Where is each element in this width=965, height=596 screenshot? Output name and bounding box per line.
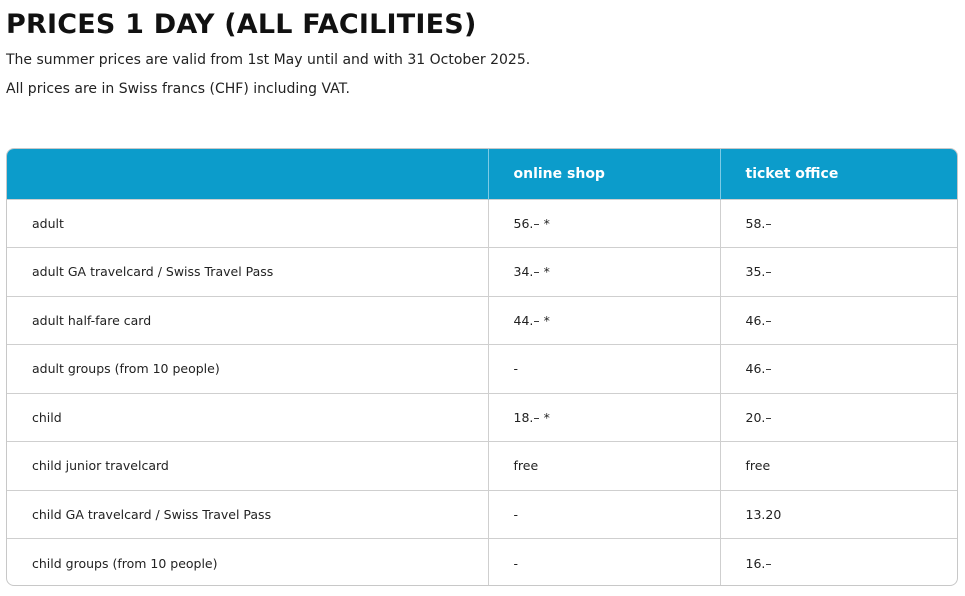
table-row: adult half-fare card 44.– * 46.– bbox=[7, 295, 957, 345]
online-price-cell: 18.– * bbox=[487, 392, 720, 442]
category-cell: child groups (from 10 people) bbox=[7, 538, 488, 585]
office-price-cell: 13.20 bbox=[719, 489, 957, 539]
office-price-cell: 20.– bbox=[719, 392, 957, 442]
online-price-cell: 44.– * bbox=[487, 295, 720, 345]
table-row: adult 56.– * 58.– bbox=[7, 198, 957, 248]
table-row: child 18.– * 20.– bbox=[7, 392, 957, 442]
page-title: PRICES 1 DAY (ALL FACILITIES) bbox=[6, 9, 477, 40]
office-price-cell: 58.– bbox=[719, 198, 957, 248]
online-price-cell: - bbox=[487, 489, 720, 539]
office-price-cell: 46.– bbox=[719, 344, 957, 393]
category-cell: child bbox=[7, 392, 488, 442]
table-row: child GA travelcard / Swiss Travel Pass … bbox=[7, 489, 957, 539]
category-cell: adult half-fare card bbox=[7, 295, 488, 345]
category-cell: adult bbox=[7, 198, 488, 248]
category-cell: child GA travelcard / Swiss Travel Pass bbox=[7, 489, 488, 539]
online-price-cell: 56.– * bbox=[487, 198, 720, 248]
category-cell: adult GA travelcard / Swiss Travel Pass bbox=[7, 247, 488, 296]
table-row: child junior travelcard free free bbox=[7, 441, 957, 490]
online-price-cell: 34.– * bbox=[487, 247, 720, 296]
category-cell: adult groups (from 10 people) bbox=[7, 344, 488, 393]
price-table-container: online shop ticket office adult 56.– * 5… bbox=[6, 148, 958, 586]
online-price-cell: free bbox=[487, 441, 720, 490]
office-price-cell: 35.– bbox=[719, 247, 957, 296]
category-cell: child junior travelcard bbox=[7, 441, 488, 490]
header-ticket-office: ticket office bbox=[719, 149, 957, 199]
online-price-cell: - bbox=[487, 344, 720, 393]
table-row: adult groups (from 10 people) - 46.– bbox=[7, 344, 957, 393]
header-online-shop: online shop bbox=[487, 149, 720, 199]
office-price-cell: 46.– bbox=[719, 295, 957, 345]
currency-text: All prices are in Swiss francs (CHF) inc… bbox=[6, 81, 350, 97]
validity-text: The summer prices are valid from 1st May… bbox=[6, 52, 531, 68]
price-table: online shop ticket office adult 56.– * 5… bbox=[7, 149, 957, 585]
office-price-cell: free bbox=[719, 441, 957, 490]
online-price-cell: - bbox=[487, 538, 720, 585]
table-header-row: online shop ticket office bbox=[7, 149, 957, 199]
header-category bbox=[7, 149, 488, 199]
office-price-cell: 16.– bbox=[719, 538, 957, 585]
table-row: child groups (from 10 people) - 16.– bbox=[7, 538, 957, 585]
table-row: adult GA travelcard / Swiss Travel Pass … bbox=[7, 247, 957, 296]
